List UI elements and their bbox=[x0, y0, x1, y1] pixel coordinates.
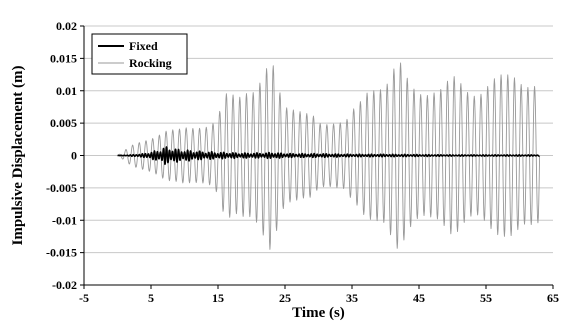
x-tick-label: 15 bbox=[212, 291, 224, 305]
y-tick-label: -0.005 bbox=[46, 181, 77, 195]
x-tick-label: 35 bbox=[346, 291, 358, 305]
x-axis-title: Time (s) bbox=[292, 305, 345, 321]
x-tick-label: 5 bbox=[148, 291, 154, 305]
x-tick-label: 45 bbox=[413, 291, 425, 305]
y-axis-title: Impulsive Displacement (m) bbox=[10, 66, 26, 246]
series-group bbox=[116, 62, 541, 250]
legend-label-rocking: Rocking bbox=[129, 56, 172, 70]
y-tick-label: 0.005 bbox=[50, 116, 77, 130]
y-tick-label: 0.01 bbox=[56, 84, 77, 98]
legend: Fixed Rocking bbox=[91, 33, 188, 75]
y-tick-label: -0.015 bbox=[46, 246, 77, 260]
y-tick-label: -0.02 bbox=[52, 278, 77, 292]
x-tick-label: -5 bbox=[79, 291, 89, 305]
x-tick-label: 25 bbox=[279, 291, 291, 305]
legend-label-fixed: Fixed bbox=[129, 39, 158, 53]
series-line-fixed bbox=[116, 146, 541, 165]
y-tick-label: 0.02 bbox=[56, 19, 77, 33]
x-tick-label: 55 bbox=[480, 291, 492, 305]
y-tick-label: 0.015 bbox=[50, 51, 77, 65]
y-tick-label: -0.01 bbox=[52, 213, 77, 227]
x-tick-label: 65 bbox=[547, 291, 559, 305]
tick-labels: 0.02 0.015 0.01 0.005 0 -0.005 -0.01 -0.015 -0.0… bbox=[46, 19, 559, 305]
y-tick-label: 0 bbox=[71, 149, 77, 163]
legend-box bbox=[91, 33, 188, 75]
